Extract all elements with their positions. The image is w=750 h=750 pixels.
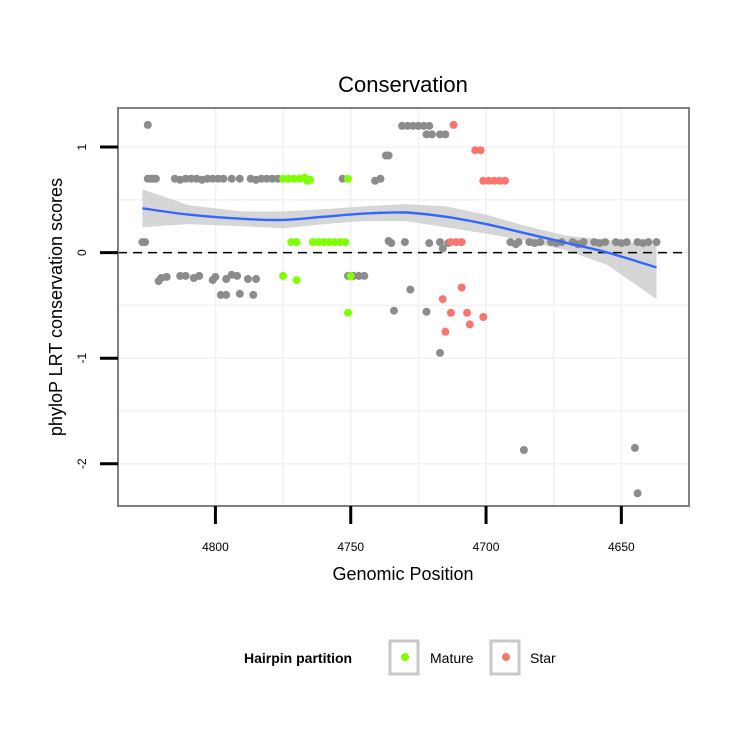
legend-dot-mature bbox=[401, 653, 409, 661]
point-other bbox=[595, 239, 604, 248]
point-star bbox=[501, 176, 509, 185]
smooth-confidence-ribbon bbox=[142, 189, 657, 300]
panel-background bbox=[118, 108, 689, 506]
point-other bbox=[630, 443, 639, 452]
point-mature bbox=[346, 271, 355, 280]
point-star bbox=[484, 176, 493, 185]
data-points bbox=[138, 120, 661, 498]
legend-label-star: Star bbox=[530, 650, 556, 666]
point-other bbox=[262, 174, 271, 183]
point-other bbox=[436, 348, 444, 357]
x-tick-label: 4750 bbox=[337, 540, 364, 554]
x-tick-label: 4800 bbox=[202, 540, 229, 554]
point-other bbox=[400, 238, 409, 247]
panel-border bbox=[117, 107, 690, 507]
point-other bbox=[390, 306, 398, 315]
point-star bbox=[449, 120, 458, 129]
point-star bbox=[465, 320, 474, 329]
point-other bbox=[211, 272, 220, 281]
point-other bbox=[162, 272, 171, 281]
y-tick-label: 0 bbox=[75, 249, 89, 256]
point-star bbox=[476, 146, 485, 155]
point-other bbox=[141, 238, 150, 247]
point-star bbox=[438, 295, 447, 304]
point-other bbox=[633, 489, 642, 498]
y-tick-label: -2 bbox=[75, 458, 89, 469]
point-other bbox=[425, 121, 434, 130]
point-mature bbox=[341, 238, 350, 247]
point-other bbox=[406, 285, 415, 294]
point-other bbox=[195, 271, 204, 280]
plot-panel bbox=[117, 107, 690, 507]
legend-key-mature bbox=[388, 639, 420, 676]
point-other bbox=[360, 271, 369, 280]
point-other bbox=[387, 239, 396, 248]
point-star bbox=[479, 313, 488, 321]
point-star bbox=[463, 308, 472, 317]
point-other bbox=[398, 121, 407, 130]
point-other bbox=[219, 174, 228, 183]
point-other bbox=[252, 275, 260, 283]
x-tick-label: 4650 bbox=[608, 540, 635, 554]
point-other bbox=[227, 174, 236, 183]
point-other bbox=[441, 130, 450, 139]
legend-title: Hairpin partition bbox=[244, 650, 352, 666]
point-other bbox=[427, 130, 436, 139]
point-mature bbox=[344, 174, 352, 183]
point-star bbox=[441, 327, 450, 336]
point-other bbox=[639, 239, 647, 248]
legend: Hairpin partition Mature Star bbox=[244, 639, 556, 676]
legend-dot-star bbox=[502, 653, 510, 661]
point-mature bbox=[292, 238, 301, 247]
point-other bbox=[176, 271, 185, 280]
point-other bbox=[530, 239, 539, 248]
point-other bbox=[652, 238, 661, 247]
x-tick-label: 4700 bbox=[473, 540, 500, 554]
point-other bbox=[235, 174, 244, 183]
x-axis-title: Genomic Position bbox=[332, 564, 473, 584]
y-axis-title: phyloP LRT conservation scores bbox=[46, 178, 66, 436]
point-other bbox=[233, 271, 242, 280]
point-other bbox=[617, 239, 626, 248]
point-other bbox=[425, 239, 434, 248]
y-tick-label: -1 bbox=[75, 353, 89, 364]
point-other bbox=[511, 240, 520, 249]
point-other bbox=[354, 271, 363, 280]
point-mature bbox=[344, 308, 352, 317]
point-other bbox=[519, 446, 528, 454]
point-other bbox=[376, 174, 385, 183]
point-other bbox=[143, 120, 152, 129]
point-other bbox=[384, 151, 393, 160]
y-axis: 1 0 -1 -2 bbox=[75, 143, 118, 469]
point-star bbox=[457, 238, 466, 247]
point-star bbox=[446, 308, 455, 317]
point-mature bbox=[303, 176, 312, 185]
smooth-trend-line bbox=[142, 207, 657, 269]
point-other bbox=[436, 238, 444, 247]
grid bbox=[118, 108, 689, 506]
point-other bbox=[181, 271, 190, 280]
point-other bbox=[222, 275, 231, 283]
point-other bbox=[235, 289, 244, 298]
y-tick-label: 1 bbox=[75, 143, 89, 150]
x-axis: 4800 4750 4700 4650 bbox=[202, 506, 635, 554]
point-other bbox=[243, 275, 252, 283]
point-mature bbox=[279, 271, 288, 280]
chart-title: Conservation bbox=[338, 72, 468, 97]
point-other bbox=[151, 174, 160, 183]
point-star bbox=[457, 283, 466, 292]
point-other bbox=[422, 307, 431, 316]
point-other bbox=[438, 244, 447, 253]
point-other bbox=[249, 290, 258, 299]
point-other bbox=[222, 290, 231, 299]
point-mature bbox=[308, 238, 317, 247]
legend-label-mature: Mature bbox=[430, 650, 474, 666]
point-mature bbox=[292, 276, 301, 285]
